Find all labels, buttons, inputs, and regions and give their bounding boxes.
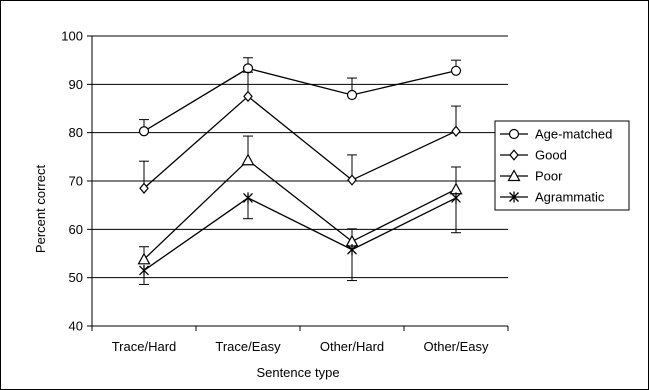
data-point-triangle (137, 252, 151, 265)
series-line (143, 95, 457, 189)
data-point-diamond (243, 90, 253, 103)
legend-label: Poor (535, 169, 563, 184)
legend-item: Poor (500, 169, 563, 184)
data-point-diamond (347, 174, 357, 186)
y-tick-label: 40 (69, 319, 83, 334)
y-tick-label: 70 (69, 174, 83, 189)
data-point-circle (138, 126, 150, 137)
y-axis-label: Percent correct (33, 165, 48, 254)
x-tick-label: Trace/Hard (112, 339, 177, 354)
x-tick-label: Trace/Easy (215, 339, 281, 354)
grid-lines (92, 35, 508, 279)
series-good (139, 71, 461, 194)
legend-item: Agrammatic (500, 190, 605, 205)
legend: Age-matched Good Poor Agrammatic (494, 120, 630, 211)
legend-item: Age-matched (500, 127, 612, 142)
data-point-triangle (507, 169, 521, 182)
series-age-matched (138, 57, 462, 137)
axes (87, 35, 509, 331)
legend-label: Age-matched (535, 127, 612, 142)
series-line (143, 159, 457, 260)
data-point-circle (242, 63, 254, 74)
error-bar (451, 197, 461, 234)
series-line (143, 67, 457, 132)
y-tick-label: 50 (69, 270, 83, 285)
data-point-triangle (241, 153, 255, 166)
series-poor (137, 135, 463, 265)
series-group (137, 57, 463, 285)
data-point-star (243, 192, 253, 204)
y-tick-label: 80 (69, 125, 83, 140)
y-tick-label: 60 (69, 222, 83, 237)
legend-label: Agrammatic (535, 190, 605, 205)
series-agrammatic (139, 192, 461, 285)
data-point-star (347, 244, 357, 256)
tick-labels: 40 50 60 70 80 90 100 Trace/Hard Trace/Easy Other… (61, 29, 489, 355)
y-tick-label: 90 (69, 77, 83, 92)
y-tick-label: 100 (61, 29, 83, 44)
data-point-star (451, 192, 461, 204)
x-tick-label: Other/Easy (423, 339, 489, 354)
x-axis-label: Sentence type (256, 365, 339, 380)
series-line (143, 197, 457, 271)
data-point-diamond (451, 125, 461, 137)
legend-label: Good (535, 148, 567, 163)
data-point-diamond (139, 182, 149, 194)
x-tick-label: Other/Hard (320, 339, 384, 354)
data-point-star (509, 191, 519, 203)
data-point-circle (450, 65, 462, 76)
data-point-diamond (509, 149, 519, 161)
data-point-star (139, 264, 149, 276)
data-point-triangle (449, 182, 463, 195)
data-point-circle (346, 89, 358, 101)
legend-item: Good (500, 148, 567, 163)
data-point-circle (508, 128, 520, 140)
